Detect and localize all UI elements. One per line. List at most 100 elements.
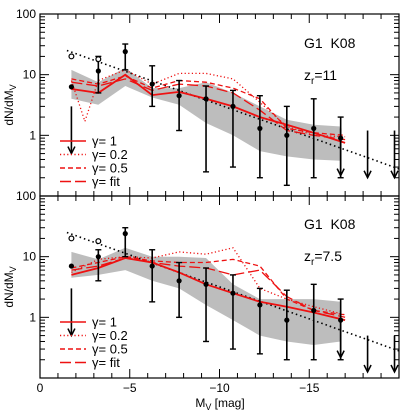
data-marker (230, 290, 236, 296)
data-marker (95, 68, 101, 74)
upper-limit-arrow (67, 106, 76, 156)
legend-entry: γ= 0.5 (60, 342, 128, 357)
x-tick-label: −5 (123, 381, 137, 395)
y-tick-label: 1 (29, 128, 36, 142)
data-marker (122, 49, 128, 55)
legend-label: γ= fit (92, 355, 120, 370)
data-point (283, 105, 290, 187)
y-axis-ticks-top: 1 10 100 (16, 7, 399, 197)
legend-label: γ= fit (92, 174, 120, 189)
upper-limit-head (390, 364, 399, 374)
data-marker (230, 103, 236, 109)
x-tick-label: 0 (37, 381, 44, 395)
data-points-top (67, 43, 399, 187)
upper-limit-head (67, 146, 76, 156)
series-line-dotted (71, 247, 346, 316)
data-point (149, 249, 156, 303)
upper-limit-head (336, 350, 345, 360)
legend-bottom: γ= 1γ= 0.2γ= 0.5γ= fit (60, 315, 128, 370)
x-tick-label: −15 (299, 381, 320, 395)
upper-limit-arrow (67, 288, 76, 338)
data-points-bottom (67, 227, 399, 374)
data-marker (176, 93, 182, 99)
legend-label: γ= 0.2 (92, 328, 128, 343)
x-tick-label: −10 (209, 381, 230, 395)
data-point (283, 289, 290, 361)
x-axis-tick-labels: 0 −5 −10 −15 (37, 381, 320, 395)
upper-limit-head (336, 168, 345, 178)
data-marker (257, 302, 263, 308)
data-point (176, 79, 183, 132)
data-marker (311, 125, 317, 132)
data-point (68, 84, 75, 90)
legend-top: γ= 1γ= 0.2γ= 0.5γ= fit (60, 134, 128, 189)
legend-label: γ= 0.5 (92, 342, 128, 357)
data-marker (284, 132, 290, 138)
legend-label: γ= 0.2 (92, 147, 128, 162)
legend-entry: γ= 0.2 (60, 328, 128, 343)
data-marker (257, 125, 263, 132)
panel-top-redshift: zr=11 (304, 67, 337, 87)
data-point (310, 98, 317, 179)
upper-limit-arrow (363, 130, 372, 180)
x-axis-title: MV [mag] (195, 396, 244, 412)
open-marker (95, 238, 102, 245)
y-axis-ticks-bottom: 1 10 100 (16, 189, 399, 379)
series-line-dotted (70, 69, 346, 138)
data-point (68, 263, 75, 269)
legend-entry: γ= 1 (60, 315, 117, 330)
data-marker (95, 254, 101, 260)
data-point (203, 267, 210, 343)
y-axis-title-bottom: dN/dMV (2, 266, 18, 307)
data-marker (203, 96, 209, 102)
data-point (122, 43, 129, 71)
data-marker (176, 278, 182, 284)
legend-entry: γ= 0.2 (60, 147, 128, 162)
data-marker (284, 317, 290, 323)
data-marker (149, 263, 155, 269)
x-axis-ticks-bottom (39, 196, 400, 378)
data-marker (149, 81, 155, 87)
data-marker (68, 263, 75, 269)
y-tick-label: 10 (23, 68, 37, 82)
data-point (256, 287, 263, 355)
data-marker (203, 281, 209, 287)
legend-entry: γ= fit (60, 355, 120, 370)
data-marker (122, 231, 128, 237)
legend-label: γ= 1 (92, 134, 117, 149)
data-point (203, 85, 210, 173)
data-marker (68, 84, 75, 90)
data-point (310, 283, 317, 361)
legend-entry: γ= fit (60, 174, 120, 189)
x-axis-ticks-top (39, 14, 400, 196)
panel-bottom-redshift: zr=7.5 (304, 248, 342, 268)
panel-top-label: G1 K08 (304, 35, 356, 51)
legend-label: γ= 1 (92, 315, 117, 330)
legend-entry: γ= 1 (60, 134, 117, 149)
data-point (176, 261, 183, 319)
data-point (122, 227, 129, 258)
open-marker (68, 53, 75, 60)
series-line-dashed (71, 256, 346, 316)
upper-limit-arrow (336, 310, 345, 360)
y-axis-title-top: dN/dMV (2, 84, 18, 125)
data-point (149, 65, 156, 108)
open-marker (68, 235, 75, 242)
upper-limit-head (363, 364, 372, 374)
upper-limit-arrow (363, 335, 372, 374)
data-point (95, 249, 102, 282)
data-point (229, 89, 236, 168)
y-tick-label: 100 (16, 189, 36, 203)
y-tick-label: 10 (23, 250, 37, 264)
y-tick-label: 1 (29, 310, 36, 324)
data-point (256, 95, 263, 179)
upper-limit-arrow (336, 128, 345, 178)
panel-bottom-label: G1 K08 (304, 216, 356, 232)
legend-entry: γ= 0.5 (60, 161, 128, 176)
data-point (229, 274, 236, 350)
y-tick-label: 100 (16, 7, 36, 21)
series-line-dashed (71, 75, 346, 136)
